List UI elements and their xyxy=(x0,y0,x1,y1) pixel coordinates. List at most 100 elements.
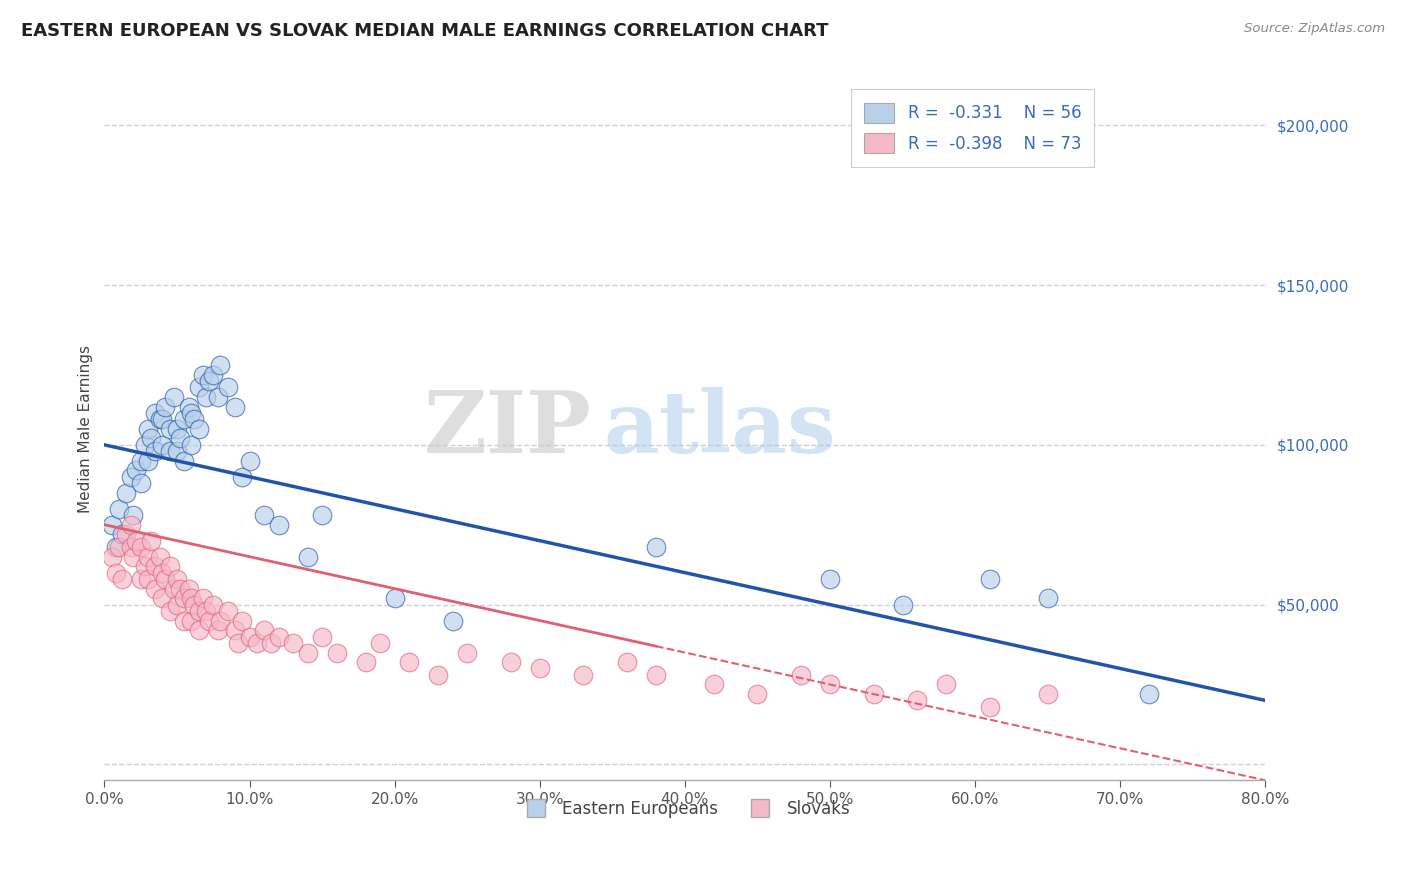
Point xyxy=(616,655,638,669)
Legend: Eastern Europeans, Slovaks: Eastern Europeans, Slovaks xyxy=(512,793,858,825)
Point xyxy=(209,358,232,372)
Point xyxy=(120,470,142,484)
Point xyxy=(1137,687,1160,701)
Point xyxy=(384,591,406,606)
Point xyxy=(297,646,319,660)
Point xyxy=(267,517,290,532)
Point xyxy=(180,406,202,420)
Point xyxy=(152,412,174,426)
Point xyxy=(134,559,156,574)
Point xyxy=(191,368,214,382)
Point xyxy=(790,668,813,682)
Point xyxy=(173,454,195,468)
Point xyxy=(979,572,1001,586)
Point xyxy=(818,677,841,691)
Point xyxy=(134,438,156,452)
Point xyxy=(173,412,195,426)
Point xyxy=(166,422,188,436)
Point xyxy=(159,559,181,574)
Point xyxy=(180,591,202,606)
Point xyxy=(136,549,159,564)
Point xyxy=(325,646,347,660)
Point xyxy=(209,614,232,628)
Point xyxy=(226,636,249,650)
Point xyxy=(129,476,152,491)
Point xyxy=(644,540,666,554)
Point xyxy=(173,591,195,606)
Point xyxy=(260,636,283,650)
Point xyxy=(129,540,152,554)
Point xyxy=(905,693,928,707)
Point xyxy=(104,540,127,554)
Point xyxy=(120,540,142,554)
Point xyxy=(155,400,177,414)
Point xyxy=(194,604,217,618)
Point xyxy=(100,549,122,564)
Point xyxy=(198,374,221,388)
Point xyxy=(441,614,464,628)
Point xyxy=(143,559,166,574)
Point xyxy=(238,454,260,468)
Point xyxy=(148,412,170,426)
Text: ZIP: ZIP xyxy=(425,387,592,471)
Point xyxy=(572,668,595,682)
Point xyxy=(122,508,145,523)
Point xyxy=(136,572,159,586)
Point xyxy=(120,517,142,532)
Point xyxy=(979,699,1001,714)
Point xyxy=(169,582,191,596)
Point xyxy=(191,591,214,606)
Point xyxy=(529,661,551,675)
Point xyxy=(115,527,138,541)
Point xyxy=(238,630,260,644)
Point xyxy=(143,444,166,458)
Point xyxy=(108,501,131,516)
Point xyxy=(1036,687,1059,701)
Point xyxy=(129,454,152,468)
Point xyxy=(177,582,200,596)
Point xyxy=(159,604,181,618)
Point xyxy=(111,527,134,541)
Point xyxy=(354,655,377,669)
Point xyxy=(297,549,319,564)
Point xyxy=(253,508,276,523)
Point xyxy=(104,566,127,580)
Point xyxy=(177,400,200,414)
Point xyxy=(935,677,957,691)
Y-axis label: Median Male Earnings: Median Male Earnings xyxy=(79,345,93,513)
Point xyxy=(152,438,174,452)
Point xyxy=(169,432,191,446)
Point xyxy=(152,566,174,580)
Point xyxy=(163,390,186,404)
Point xyxy=(747,687,769,701)
Point xyxy=(253,623,276,637)
Point xyxy=(136,422,159,436)
Point xyxy=(217,604,239,618)
Point xyxy=(456,646,478,660)
Point xyxy=(148,549,170,564)
Point xyxy=(129,572,152,586)
Point xyxy=(159,444,181,458)
Point xyxy=(180,614,202,628)
Point xyxy=(100,517,122,532)
Point xyxy=(163,582,186,596)
Point xyxy=(862,687,884,701)
Point xyxy=(166,572,188,586)
Point xyxy=(311,508,333,523)
Point xyxy=(267,630,290,644)
Point xyxy=(187,380,209,394)
Point xyxy=(499,655,522,669)
Point xyxy=(173,614,195,628)
Point xyxy=(644,668,666,682)
Point xyxy=(224,400,246,414)
Point xyxy=(125,463,148,477)
Point xyxy=(183,598,205,612)
Point xyxy=(111,572,134,586)
Point xyxy=(224,623,246,637)
Point xyxy=(122,549,145,564)
Point xyxy=(202,368,225,382)
Point xyxy=(368,636,391,650)
Point xyxy=(187,422,209,436)
Point xyxy=(231,614,253,628)
Point xyxy=(311,630,333,644)
